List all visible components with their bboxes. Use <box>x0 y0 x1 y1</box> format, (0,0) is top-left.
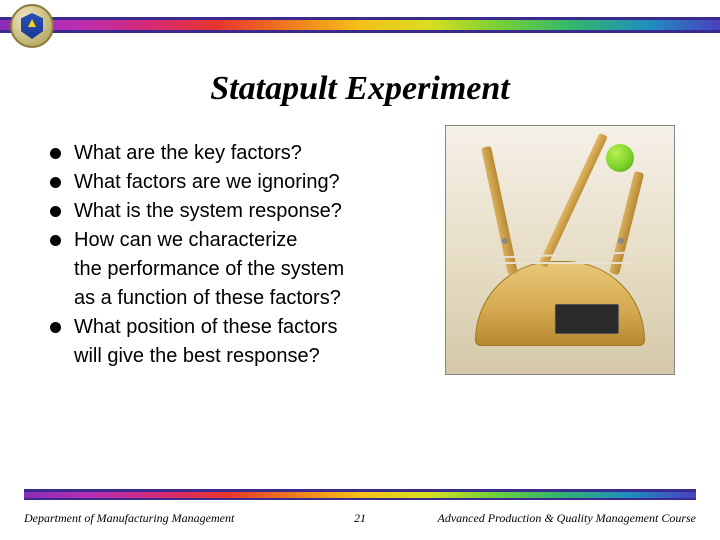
slide-title: Statapult Experiment <box>0 70 720 108</box>
seal-logo <box>10 4 54 48</box>
top-rainbow-rule <box>0 20 720 30</box>
bullet-content: What are the key factors? What factors a… <box>50 140 430 372</box>
statapult-image <box>445 125 675 375</box>
bullet-list: What are the key factors? What factors a… <box>50 140 430 370</box>
statapult-arm <box>538 133 607 268</box>
footer-right: Advanced Production & Quality Management… <box>437 511 696 526</box>
list-item: What is the system response? <box>50 198 430 225</box>
list-item: How can we characterize <box>50 227 430 254</box>
page-number: 21 <box>354 511 366 526</box>
list-item-cont: the performance of the system <box>50 256 430 283</box>
pin-icon <box>618 238 624 244</box>
rubber-band <box>494 262 634 264</box>
list-item: What position of these factors <box>50 314 430 341</box>
list-item: What are the key factors? <box>50 140 430 167</box>
list-item-cont: will give the best response? <box>50 343 430 370</box>
pin-icon <box>502 238 508 244</box>
shield-icon <box>21 13 43 39</box>
list-item: What factors are we ignoring? <box>50 169 430 196</box>
list-item-cont: as a function of these factors? <box>50 285 430 312</box>
statapult-plate <box>555 304 619 334</box>
statapult-upright <box>609 171 644 275</box>
ball-icon <box>606 144 634 172</box>
footer-left: Department of Manufacturing Management <box>24 511 234 526</box>
footer: Department of Manufacturing Management 2… <box>24 511 696 526</box>
bottom-rainbow-rule <box>24 492 696 498</box>
